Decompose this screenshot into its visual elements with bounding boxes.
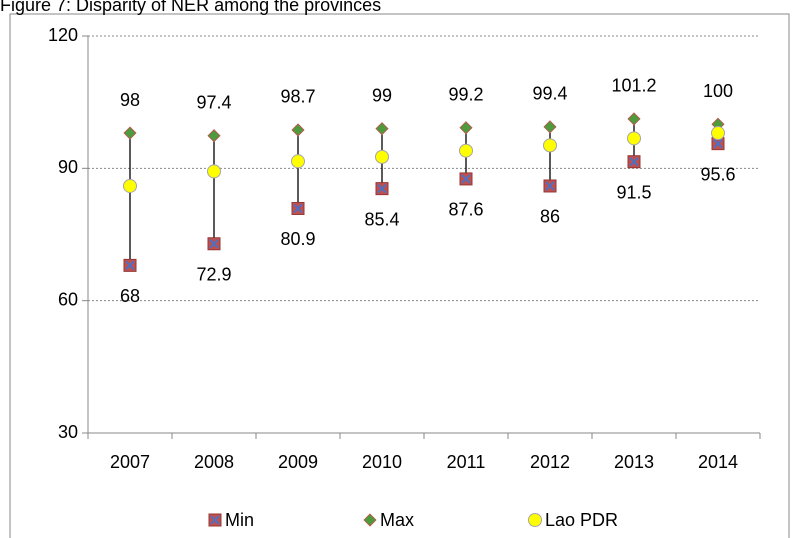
data-label: 87.6 — [448, 200, 483, 220]
data-label: 95.6 — [700, 164, 735, 184]
y-tick-label: 90 — [58, 157, 78, 177]
marker-cross — [125, 260, 135, 271]
marker-cross — [377, 183, 387, 194]
data-label: 72.9 — [196, 265, 231, 285]
data-label: 99 — [372, 85, 392, 105]
point — [375, 122, 389, 136]
point — [543, 138, 557, 153]
data-label: 98 — [120, 90, 140, 110]
data-label: 100 — [703, 81, 733, 101]
marker-cross — [293, 203, 303, 214]
x-tick-label: 2013 — [614, 452, 654, 472]
x-tick-label: 2014 — [698, 452, 738, 472]
x-tick-label: 2012 — [530, 452, 570, 472]
data-label: 99.4 — [532, 84, 567, 104]
point — [291, 201, 305, 215]
point — [711, 137, 725, 151]
point — [627, 112, 641, 126]
chart-frame — [9, 13, 790, 538]
legend-label: Lao PDR — [545, 510, 618, 530]
point — [291, 154, 305, 169]
x-tick-label: 2008 — [194, 452, 234, 472]
point — [123, 258, 137, 272]
legend-label: Min — [225, 510, 254, 530]
legend-label: Max — [380, 510, 414, 530]
legend-marker — [363, 513, 377, 527]
point — [543, 120, 557, 134]
point — [207, 129, 221, 143]
marker-cross — [461, 174, 471, 184]
y-tick-label: 30 — [58, 422, 78, 442]
point — [543, 179, 557, 193]
chart-title: Figure 7: Disparity of NER among the pro… — [0, 0, 381, 15]
data-label: 99.2 — [448, 85, 483, 105]
x-tick-label: 2009 — [278, 452, 318, 472]
data-label: 101.2 — [611, 76, 656, 96]
legend-marker — [528, 513, 542, 527]
marker-cross — [713, 138, 723, 149]
data-label: 80.9 — [280, 229, 315, 249]
point — [123, 178, 137, 193]
point — [375, 182, 389, 196]
legend-marker — [208, 513, 222, 527]
marker-cross — [629, 157, 639, 167]
point — [459, 143, 473, 158]
marker-cross — [209, 239, 219, 249]
x-tick-label: 2007 — [110, 452, 150, 472]
point — [375, 149, 389, 164]
data-label: 91.5 — [616, 182, 651, 202]
data-label: 86 — [540, 207, 560, 227]
point — [123, 126, 137, 140]
marker-cross — [545, 181, 555, 191]
point — [459, 121, 473, 135]
point — [711, 126, 725, 141]
point — [459, 172, 473, 186]
point — [627, 131, 641, 146]
point — [291, 123, 305, 137]
point — [627, 155, 641, 169]
point — [207, 237, 221, 251]
x-tick-label: 2010 — [362, 452, 402, 472]
data-label: 97.4 — [196, 92, 231, 112]
point — [207, 164, 221, 179]
data-label: 98.7 — [280, 87, 315, 107]
y-tick-label: 120 — [48, 25, 78, 45]
y-tick-label: 60 — [58, 289, 78, 309]
data-label: 85.4 — [364, 209, 399, 229]
data-label: 68 — [120, 286, 140, 306]
marker-cross — [210, 515, 220, 525]
x-tick-label: 2011 — [447, 452, 486, 472]
